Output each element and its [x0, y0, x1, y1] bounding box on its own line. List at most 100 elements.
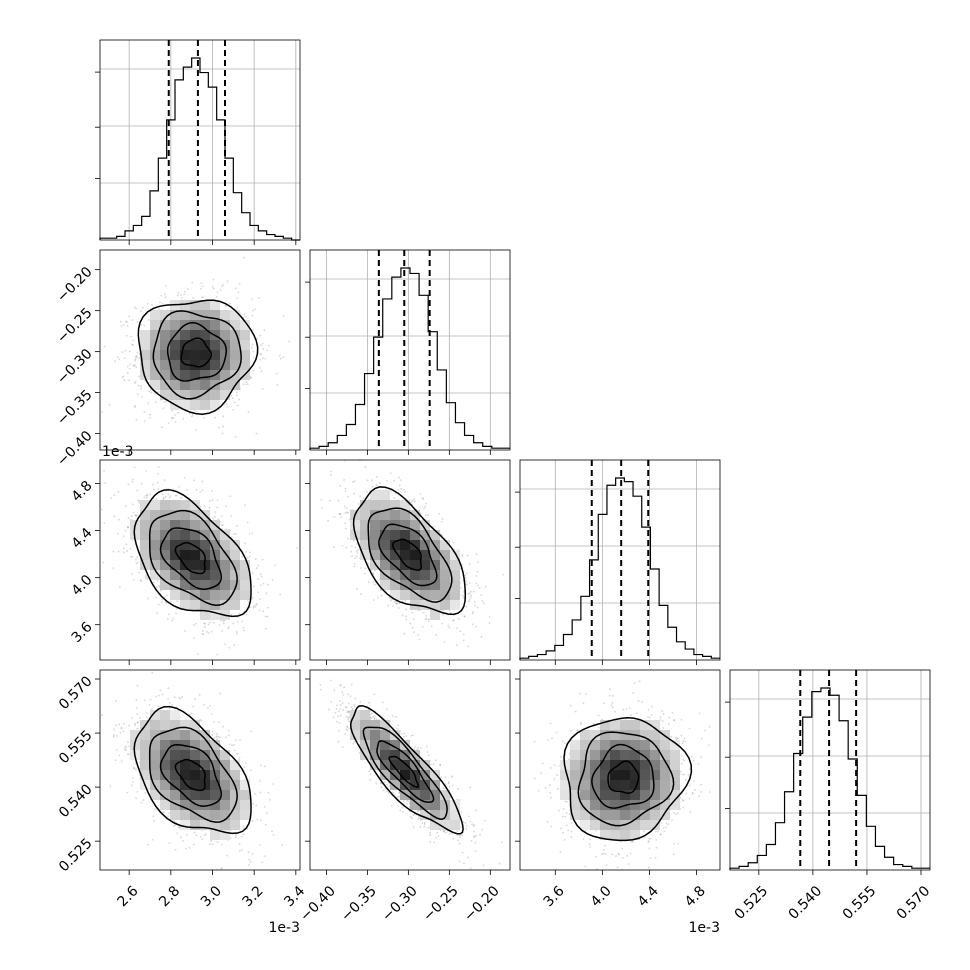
density-cell [170, 370, 180, 380]
scatter-point [455, 644, 458, 646]
density-cell [180, 600, 190, 610]
scatter-point [124, 505, 127, 507]
scatter-point [146, 494, 149, 497]
scatter-point [179, 294, 182, 296]
density-cell [180, 520, 190, 530]
density-cell [210, 590, 220, 600]
scatter-point [230, 515, 233, 518]
scatter-point [463, 615, 466, 618]
density-cell [160, 340, 170, 350]
scatter-point [360, 593, 363, 595]
density-cell [180, 590, 190, 600]
density-cell [140, 340, 150, 350]
scatter-point [257, 591, 260, 594]
scatter-point [112, 567, 115, 570]
scatter-point [117, 532, 119, 535]
density-cell [190, 530, 200, 540]
scatter-point [159, 589, 162, 592]
density-cell [150, 560, 160, 570]
scatter-point [259, 344, 262, 347]
scatter-point [128, 315, 131, 318]
scatter-point [221, 524, 223, 526]
scatter-point [171, 620, 174, 622]
scatter-point [398, 602, 401, 605]
density-cell [220, 570, 230, 580]
scatter-point [473, 600, 476, 603]
scatter-point [260, 575, 263, 578]
scatter-point [126, 550, 129, 552]
density-cell [230, 340, 240, 350]
scatter-point [148, 390, 150, 393]
scatter-point [484, 585, 487, 588]
density-cell [200, 570, 210, 580]
scatter-point [259, 353, 262, 356]
scatter-point [333, 516, 336, 518]
scatter-point [131, 343, 133, 346]
scatter-point [339, 484, 342, 487]
scatter-point [442, 613, 444, 616]
density-cell [190, 550, 200, 560]
scatter-point [249, 376, 252, 378]
scatter-point [110, 497, 113, 499]
density-cell [200, 400, 210, 410]
scatter-point [233, 533, 235, 536]
scatter-point [469, 596, 472, 599]
density-cell [180, 350, 190, 360]
scatter-point [130, 572, 133, 575]
density-cell [210, 390, 220, 400]
scatter-point [353, 565, 356, 568]
scatter-point [138, 501, 141, 504]
scatter-point [126, 325, 129, 327]
scatter-point [131, 515, 133, 517]
scatter-point [375, 484, 378, 487]
scatter-point [435, 633, 438, 636]
scatter-point [424, 617, 427, 620]
scatter-point [462, 633, 465, 636]
density-cell [220, 380, 230, 390]
scatter-point [119, 586, 121, 589]
density-cell [170, 570, 180, 580]
scatter-point [438, 513, 440, 515]
density-cell [160, 530, 170, 540]
scatter-point [186, 488, 188, 491]
scatter-point [134, 514, 137, 516]
scatter-point [432, 525, 435, 528]
scatter-point [155, 498, 158, 500]
scatter-point [208, 621, 211, 624]
scatter-point [195, 622, 197, 625]
scatter-point [271, 578, 274, 581]
scatter-point [125, 334, 128, 337]
scatter-point [122, 375, 125, 378]
scatter-point [139, 579, 142, 582]
scatter-point [266, 583, 269, 586]
scatter-point [134, 358, 137, 361]
scatter-point [123, 551, 125, 554]
scatter-point [404, 599, 407, 602]
scatter-point [344, 512, 347, 514]
density-cell [200, 370, 210, 380]
density-cell [180, 310, 190, 320]
scatter-point [216, 653, 219, 656]
scatter-point [180, 496, 183, 499]
scatter-point [140, 324, 143, 326]
density-cell [220, 530, 230, 540]
density-cell [240, 560, 250, 570]
density-cell [200, 580, 210, 590]
scatter-point [229, 495, 232, 498]
scatter-point [483, 602, 485, 605]
scatter-point [191, 281, 194, 284]
contour-level-4 [137, 299, 259, 415]
scatter-point [195, 410, 198, 413]
scatter-point [380, 594, 383, 597]
scatter-point [225, 305, 228, 307]
scatter-point [201, 480, 204, 483]
scatter-point [219, 289, 222, 291]
density-cell [200, 520, 210, 530]
scatter-point [101, 411, 103, 413]
scatter-point [126, 320, 128, 323]
scatter-point [274, 564, 277, 567]
scatter-point [279, 593, 281, 596]
density-cell [230, 590, 240, 600]
scatter-point [417, 634, 420, 636]
scatter-point [264, 357, 267, 360]
